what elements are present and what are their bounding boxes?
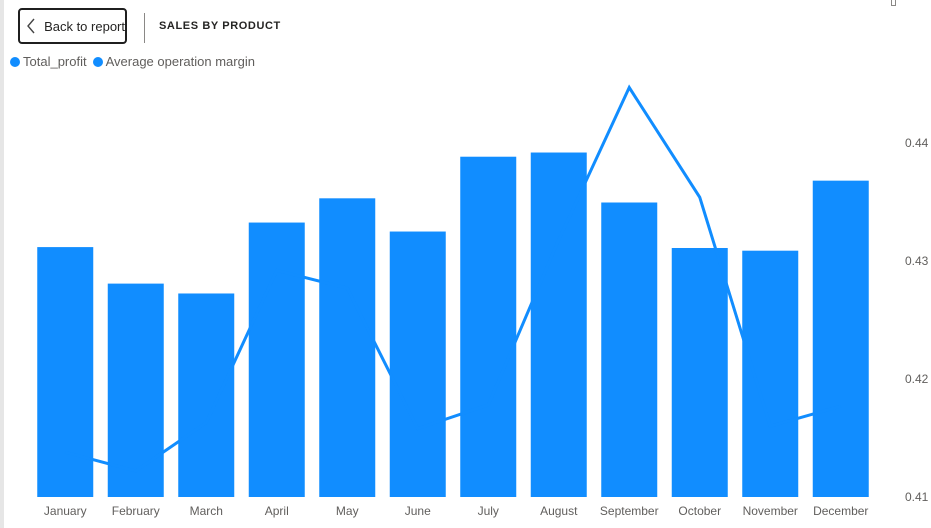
header-divider <box>144 13 145 43</box>
x-tick-label: June <box>405 504 431 518</box>
legend-item-total-profit[interactable]: Total_profit <box>10 54 87 69</box>
chart-legend: Total_profit Average operation margin <box>10 54 261 69</box>
chevron-left-icon <box>22 16 39 36</box>
x-tick-label: February <box>112 504 160 518</box>
back-to-report-label: Back to report <box>44 18 125 34</box>
y-right-tick-label: 0.43 <box>905 254 929 268</box>
bar-january[interactable] <box>37 247 94 497</box>
visual-corner-mark <box>891 0 896 6</box>
x-tick-label: December <box>813 504 868 518</box>
x-tick-label: January <box>44 504 87 518</box>
x-tick-label: October <box>678 504 721 518</box>
legend-item-average-operation-margin[interactable]: Average operation margin <box>92 54 255 69</box>
x-tick-label: August <box>540 504 578 518</box>
y-right-tick-label: 0.44 <box>905 136 929 150</box>
left-edge <box>0 0 4 528</box>
bar-may[interactable] <box>319 198 376 497</box>
x-tick-label: April <box>265 504 289 518</box>
bar-august[interactable] <box>530 152 587 497</box>
legend-label: Total_profit <box>23 54 87 69</box>
bar-april[interactable] <box>248 222 305 497</box>
bar-february[interactable] <box>107 283 164 497</box>
x-tick-label: March <box>190 504 223 518</box>
legend-marker <box>92 56 103 67</box>
bar-november[interactable] <box>742 250 799 497</box>
bar-march[interactable] <box>178 293 235 497</box>
legend-marker <box>10 56 20 67</box>
legend-label: Average operation margin <box>105 54 255 69</box>
y-right-tick-label: 0.42 <box>905 372 929 386</box>
bar-june[interactable] <box>389 231 446 497</box>
bar-july[interactable] <box>460 156 517 497</box>
bar-october[interactable] <box>671 247 728 497</box>
x-tick-label: November <box>743 504 798 518</box>
y-right-tick-label: 0.41 <box>905 490 929 504</box>
back-to-report-button[interactable]: Back to report <box>18 8 127 44</box>
bar-september[interactable] <box>601 202 658 497</box>
page-title: SALES BY PRODUCT <box>159 20 281 32</box>
x-tick-label: July <box>478 504 499 518</box>
bar-december[interactable] <box>812 180 869 497</box>
line-average-operation-margin[interactable] <box>64 84 842 473</box>
x-tick-label: September <box>600 504 659 518</box>
x-tick-label: May <box>336 504 359 518</box>
